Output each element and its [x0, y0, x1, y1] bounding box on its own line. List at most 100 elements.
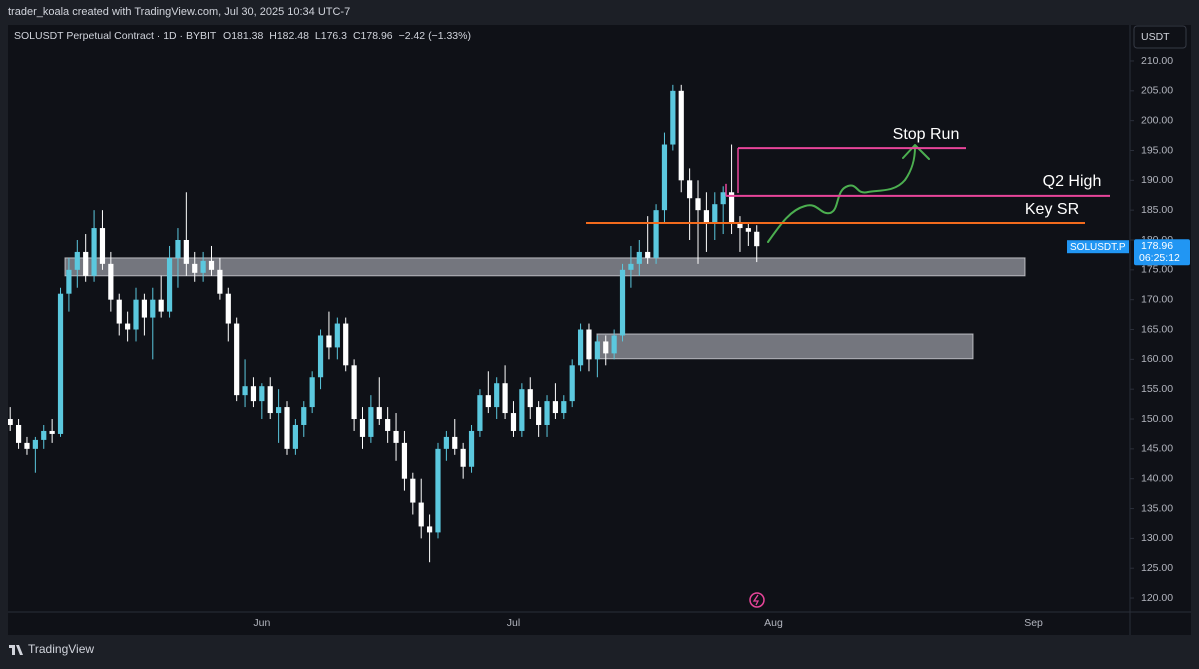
- event-icon[interactable]: [749, 592, 765, 608]
- level-label: Stop Run: [893, 126, 960, 143]
- x-tick-label: Sep: [1024, 617, 1043, 629]
- candle-body: [410, 478, 416, 503]
- candle-body: [728, 192, 735, 223]
- y-tick-label: 120.00: [1141, 592, 1173, 604]
- candle-body: [485, 395, 491, 408]
- ohlc-value: 182.48: [277, 30, 309, 42]
- candle-body: [8, 419, 13, 425]
- y-tick-label: 175.00: [1141, 264, 1173, 276]
- symbol: SOLUSDT Perpetual Contract · 1D · BYBIT: [14, 30, 217, 42]
- candle-body: [158, 299, 164, 312]
- plot-background: [8, 25, 1191, 635]
- candle-body: [183, 240, 189, 264]
- candle-body: [74, 251, 80, 270]
- y-tick-label: 130.00: [1141, 532, 1173, 544]
- candle-body: [393, 430, 399, 443]
- candle-body: [276, 407, 282, 414]
- y-tick-label: 185.00: [1141, 204, 1173, 216]
- candle-body: [544, 401, 550, 425]
- candle-body: [24, 442, 30, 449]
- candle-body: [494, 383, 500, 408]
- candle-body: [99, 228, 106, 264]
- candle-body: [745, 228, 751, 232]
- candle-body: [351, 365, 357, 420]
- y-tick-label: 200.00: [1141, 114, 1173, 126]
- footer-brand: TradingView: [28, 642, 94, 656]
- currency[interactable]: USDT: [1141, 31, 1170, 43]
- candle-body: [359, 419, 366, 437]
- candle-body: [208, 260, 215, 270]
- candle-body: [192, 263, 198, 273]
- ohlc-prefix: O: [223, 30, 231, 42]
- candle-body: [594, 341, 600, 360]
- candle-body: [301, 407, 307, 425]
- candle-body: [15, 424, 22, 443]
- candle-body: [670, 90, 676, 145]
- y-tick-label: 155.00: [1141, 383, 1173, 395]
- plot: [8, 84, 1110, 563]
- y-tick-label: 170.00: [1141, 293, 1173, 305]
- candle-body: [703, 210, 710, 223]
- candle-body: [418, 502, 424, 527]
- candle-body: [108, 263, 114, 300]
- ohlc-prefix: C: [353, 30, 361, 42]
- candle-body: [66, 269, 72, 294]
- candle-body: [334, 323, 340, 348]
- y-tick-label: 160.00: [1141, 353, 1173, 365]
- candle-body: [687, 180, 693, 199]
- ohlc-value: 178.96: [361, 30, 393, 42]
- candle-body: [678, 90, 684, 181]
- event-icon-bolt: [752, 594, 760, 606]
- candle-body: [91, 228, 97, 276]
- candle-body: [510, 413, 517, 431]
- candle-body: [368, 407, 374, 437]
- candle-body: [645, 251, 651, 258]
- projection-arrow: [767, 144, 930, 243]
- candle-body: [225, 293, 231, 324]
- candle-body: [552, 401, 559, 414]
- candle-body: [41, 430, 47, 440]
- candle-body: [317, 335, 324, 378]
- x-tick-label: Jul: [507, 617, 520, 629]
- candle-body: [32, 439, 38, 449]
- level-label: Key SR: [1025, 201, 1079, 218]
- candle-body: [234, 323, 240, 396]
- candle-body: [435, 448, 441, 533]
- candle-body: [284, 407, 290, 449]
- candle-body: [661, 144, 668, 211]
- candle-body: [217, 269, 223, 294]
- candle-body: [527, 389, 533, 408]
- candle-body: [401, 442, 408, 479]
- candle-body: [385, 419, 391, 431]
- candle-body: [636, 251, 642, 264]
- candle-body: [603, 341, 609, 354]
- candle-body: [460, 448, 466, 467]
- y-tick-label: 190.00: [1141, 174, 1173, 186]
- y-tick-label: 165.00: [1141, 323, 1173, 335]
- candle-body: [628, 263, 634, 270]
- candle-body: [468, 430, 475, 467]
- candle-body: [619, 269, 626, 336]
- candle-body: [259, 386, 265, 402]
- candle-body: [695, 198, 701, 211]
- candle-body: [343, 323, 349, 366]
- change: −2.42 (−1.33%): [399, 30, 471, 42]
- currency-button[interactable]: [1133, 25, 1187, 49]
- y-tick-label: 125.00: [1141, 562, 1173, 574]
- candle-body: [49, 430, 55, 434]
- candle-body: [326, 335, 332, 348]
- y-tick-label: 150.00: [1141, 413, 1173, 425]
- candle-body: [309, 377, 315, 408]
- candle-body: [754, 231, 760, 247]
- x-tick-label: Jun: [253, 617, 270, 629]
- candle-body: [611, 335, 617, 354]
- price-tag-symbol-bg: [1067, 240, 1129, 254]
- candle-body: [477, 395, 483, 431]
- price-tag-value: 178.96: [1141, 240, 1173, 252]
- x-tick-label: Aug: [764, 617, 783, 629]
- candle-body: [166, 257, 173, 312]
- footer-logo: TradingView: [9, 642, 94, 656]
- candle-body: [536, 407, 542, 425]
- logo-mark: [9, 645, 23, 655]
